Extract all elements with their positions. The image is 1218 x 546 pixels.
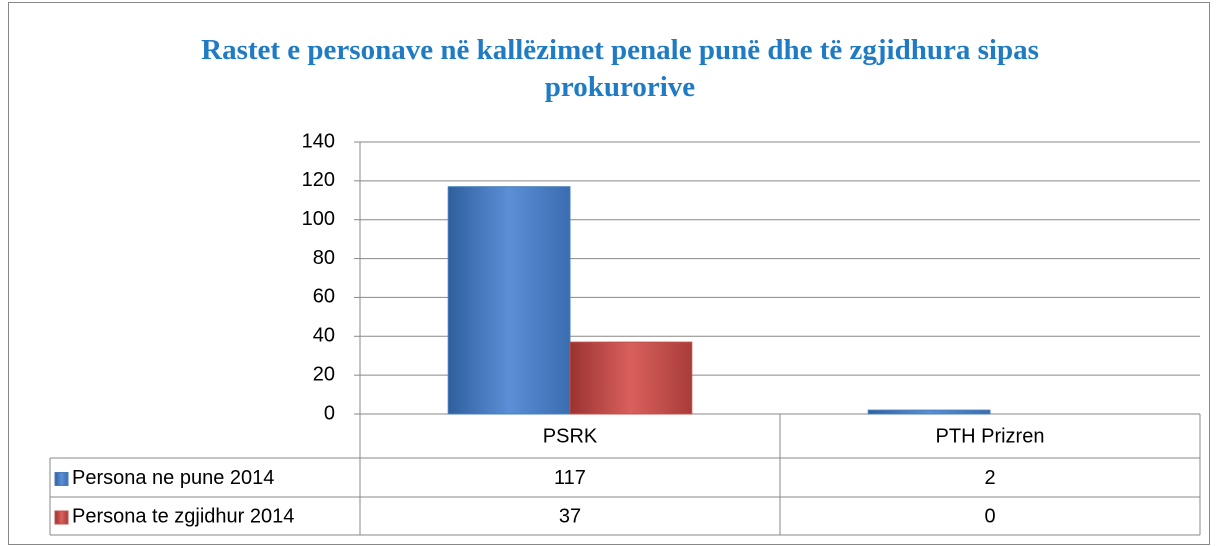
- bar: [447, 186, 571, 415]
- y-tick-label: 60: [313, 286, 335, 308]
- legend-label: Persona te zgjidhur 2014: [72, 505, 294, 527]
- bar: [569, 341, 693, 415]
- y-tick-label: 120: [302, 169, 335, 191]
- y-tick-label: 40: [313, 325, 335, 347]
- chart-border: [8, 2, 1210, 545]
- chart-title: Rastet e personave në kallëzimet penale …: [201, 34, 1039, 103]
- x-tick-label: PSRK: [543, 425, 598, 447]
- y-tick-label: 0: [324, 402, 335, 424]
- table-value: 0: [984, 505, 995, 527]
- table-value: 2: [984, 467, 995, 489]
- legend-label: Persona ne pune 2014: [72, 467, 274, 489]
- x-tick-label: PTH Prizren: [936, 425, 1045, 447]
- y-tick-label: 20: [313, 363, 335, 385]
- legend-swatch: [54, 472, 69, 486]
- bar: [867, 409, 991, 415]
- y-tick-label: 100: [302, 208, 335, 230]
- table-value: 117: [554, 467, 586, 489]
- legend-swatch: [54, 510, 69, 525]
- y-tick-label: 80: [313, 247, 335, 269]
- y-tick-label: 140: [302, 130, 335, 152]
- table-value: 37: [559, 505, 581, 527]
